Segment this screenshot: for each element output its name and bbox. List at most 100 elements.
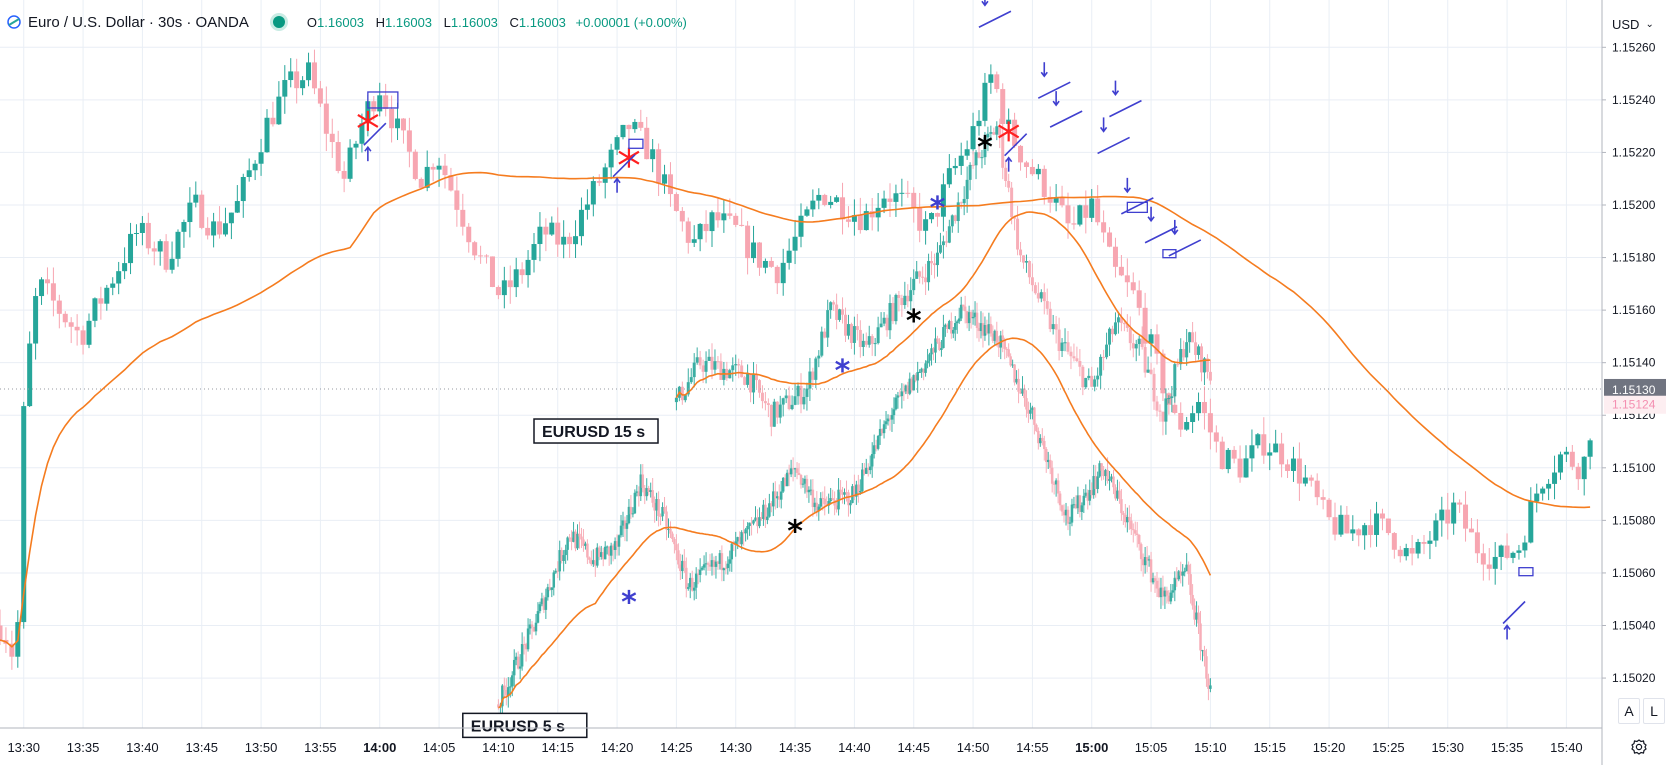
candle-body: [992, 132, 996, 135]
candle-body: [882, 424, 886, 434]
candle: [934, 327, 937, 363]
candle: [781, 397, 785, 417]
candle: [772, 482, 775, 517]
candle-body: [998, 126, 1002, 136]
candle-body: [294, 71, 300, 89]
candle: [1052, 481, 1056, 495]
candle-body: [1208, 371, 1212, 381]
candle: [1225, 447, 1231, 474]
candle: [1320, 489, 1326, 510]
candle-body: [1058, 493, 1062, 506]
candle: [656, 143, 662, 197]
indicator-gear-icon[interactable]: [6, 14, 22, 30]
candle: [217, 206, 223, 239]
candle-body: [772, 401, 776, 427]
candle-body: [715, 212, 721, 221]
candle: [552, 570, 556, 596]
candle: [843, 488, 846, 505]
market-status-icon[interactable]: [272, 16, 285, 28]
candle: [1102, 349, 1106, 371]
candle-body: [970, 126, 976, 150]
candle: [805, 474, 809, 499]
candle: [1136, 280, 1142, 316]
candle: [1063, 328, 1067, 352]
candle: [728, 550, 732, 572]
candle: [1194, 331, 1198, 362]
candle-body: [1427, 540, 1433, 544]
candle-body: [1385, 518, 1391, 534]
candle-body: [821, 497, 825, 499]
candle: [608, 143, 614, 180]
candle: [702, 555, 706, 571]
candle: [1522, 535, 1528, 558]
candle: [740, 360, 744, 378]
candle: [641, 464, 645, 493]
candle: [950, 214, 954, 233]
candle-body: [1131, 343, 1135, 349]
candle: [507, 677, 510, 708]
candle-body: [1177, 571, 1181, 580]
symbol-title[interactable]: Euro / U.S. Dollar · 30s · OANDA: [28, 13, 249, 31]
candle: [1021, 376, 1024, 396]
candle: [1185, 553, 1188, 572]
candle-body: [944, 324, 947, 328]
candle: [341, 161, 347, 193]
candle-body: [1587, 440, 1593, 457]
chart-settings-gear-icon[interactable]: [1630, 738, 1648, 756]
candle: [655, 492, 658, 521]
candle: [726, 556, 730, 575]
candle-body: [558, 550, 561, 572]
candle: [584, 541, 587, 550]
candle-body: [841, 309, 845, 315]
candle: [609, 542, 613, 565]
candle: [56, 294, 62, 329]
candle: [810, 189, 816, 217]
auto-scale-button[interactable]: A: [1618, 698, 1640, 724]
candle-body: [1054, 480, 1058, 485]
candle-body: [1451, 502, 1457, 524]
candle: [525, 250, 531, 288]
candle-body: [1086, 492, 1090, 501]
candle-body: [270, 117, 276, 125]
candle: [1057, 317, 1061, 361]
currency-selector[interactable]: USD ⌄: [1612, 16, 1654, 32]
candle-body: [893, 193, 899, 202]
candle-body: [924, 277, 928, 283]
candle-body: [813, 502, 817, 508]
candle-body: [857, 215, 863, 231]
candle-body: [1181, 571, 1184, 576]
price-tick-label: 1.15040: [1612, 619, 1656, 633]
candle: [139, 216, 145, 246]
candle: [599, 545, 603, 560]
candle-body: [769, 404, 773, 427]
candle: [544, 588, 548, 619]
candle-body: [609, 545, 613, 556]
log-scale-button[interactable]: L: [1643, 698, 1665, 724]
candle: [762, 258, 768, 274]
candle-body: [809, 489, 813, 491]
candle: [629, 494, 633, 519]
candle: [1403, 543, 1409, 561]
candle-body: [574, 531, 577, 549]
candle-body: [700, 567, 704, 570]
candle: [540, 592, 544, 607]
blue-down-arrow-head: [1147, 216, 1155, 223]
candle: [739, 208, 745, 227]
candle-body: [1421, 542, 1427, 544]
candle-body: [897, 294, 901, 298]
candle: [1314, 473, 1320, 506]
candle: [615, 534, 619, 556]
candle: [882, 312, 886, 327]
candle-body: [950, 321, 953, 334]
candle: [980, 149, 984, 169]
candle: [1119, 307, 1123, 332]
blue-up-arrow: [1502, 600, 1526, 640]
candle-body: [282, 80, 288, 97]
candle-body: [701, 365, 705, 372]
candle: [1093, 375, 1097, 392]
time-tick-label: 15:10: [1194, 740, 1227, 755]
candle-body: [870, 454, 874, 467]
candle-body: [1018, 145, 1024, 163]
candle-body: [1045, 301, 1049, 309]
